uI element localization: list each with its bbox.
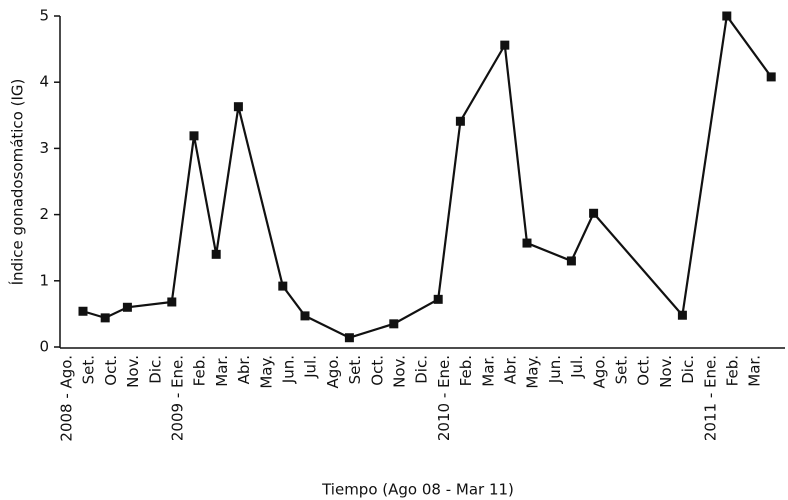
marker	[455, 116, 465, 126]
x-tick-label: Nov.	[657, 355, 675, 388]
x-tick-label: Nov.	[391, 355, 409, 388]
y-tick-label: 0	[39, 338, 49, 356]
x-tick-label: May.	[257, 355, 275, 389]
x-tick-label: 2008 - Ago.	[58, 355, 76, 442]
x-tick-label: Abr.	[235, 355, 253, 384]
x-tick-label: Jun.	[546, 355, 564, 384]
marker	[122, 302, 132, 312]
x-tick-label: Mar.	[746, 355, 764, 387]
marker	[677, 310, 687, 320]
y-axis-title: Índice gonadosomático (IG)	[8, 79, 27, 286]
marker	[522, 238, 532, 248]
marker	[500, 40, 510, 50]
x-tick-label: Dic.	[146, 355, 164, 384]
x-tick-label: Oct.	[368, 355, 386, 386]
marker	[300, 311, 310, 321]
y-tick-label: 5	[39, 7, 49, 25]
x-tick-label: Oct.	[102, 355, 120, 386]
x-tick-label: Oct.	[635, 355, 653, 386]
y-tick-label: 2	[39, 205, 49, 223]
marker	[189, 131, 199, 141]
x-tick-label: Feb.	[191, 355, 209, 386]
x-tick-label: Mar.	[479, 355, 497, 387]
marker	[589, 208, 599, 218]
x-tick-label: Set.	[613, 355, 631, 384]
x-tick-label: Jul.	[568, 355, 586, 379]
marker	[278, 281, 288, 291]
marker	[211, 249, 221, 259]
marker	[233, 102, 243, 112]
y-tick-label: 3	[39, 139, 49, 157]
x-tick-label: Jul.	[302, 355, 320, 379]
x-tick-label: 2011 - Ene.	[701, 355, 719, 441]
marker	[78, 306, 88, 316]
x-tick-label: Ago.	[590, 355, 608, 388]
y-tick-label: 4	[39, 73, 49, 91]
marker	[389, 319, 399, 329]
marker	[100, 313, 110, 323]
y-tick-label: 1	[39, 271, 49, 289]
x-tick-label: 2009 - Ene.	[169, 355, 187, 441]
marker	[167, 297, 177, 307]
x-tick-label: Abr.	[502, 355, 520, 384]
x-tick-label: May.	[524, 355, 542, 389]
x-tick-label: Ago.	[324, 355, 342, 388]
x-tick-label: Feb.	[724, 355, 742, 386]
marker	[722, 11, 732, 21]
x-tick-label: Dic.	[413, 355, 431, 384]
marker	[344, 333, 354, 343]
marker	[766, 72, 776, 82]
x-tick-label: Jun.	[280, 355, 298, 384]
x-tick-label: 2010 - Ene.	[435, 355, 453, 441]
x-tick-label: Nov.	[124, 355, 142, 388]
x-axis-title: Tiempo (Ago 08 - Mar 11)	[321, 481, 514, 499]
x-tick-label: Set.	[80, 355, 98, 384]
x-tick-label: Feb.	[457, 355, 475, 386]
connector-line	[82, 13, 773, 339]
x-tick-label: Mar.	[213, 355, 231, 387]
x-tick-label: Dic.	[679, 355, 697, 384]
marker	[566, 256, 576, 266]
marker	[433, 294, 443, 304]
x-tick-label: Set.	[346, 355, 364, 384]
